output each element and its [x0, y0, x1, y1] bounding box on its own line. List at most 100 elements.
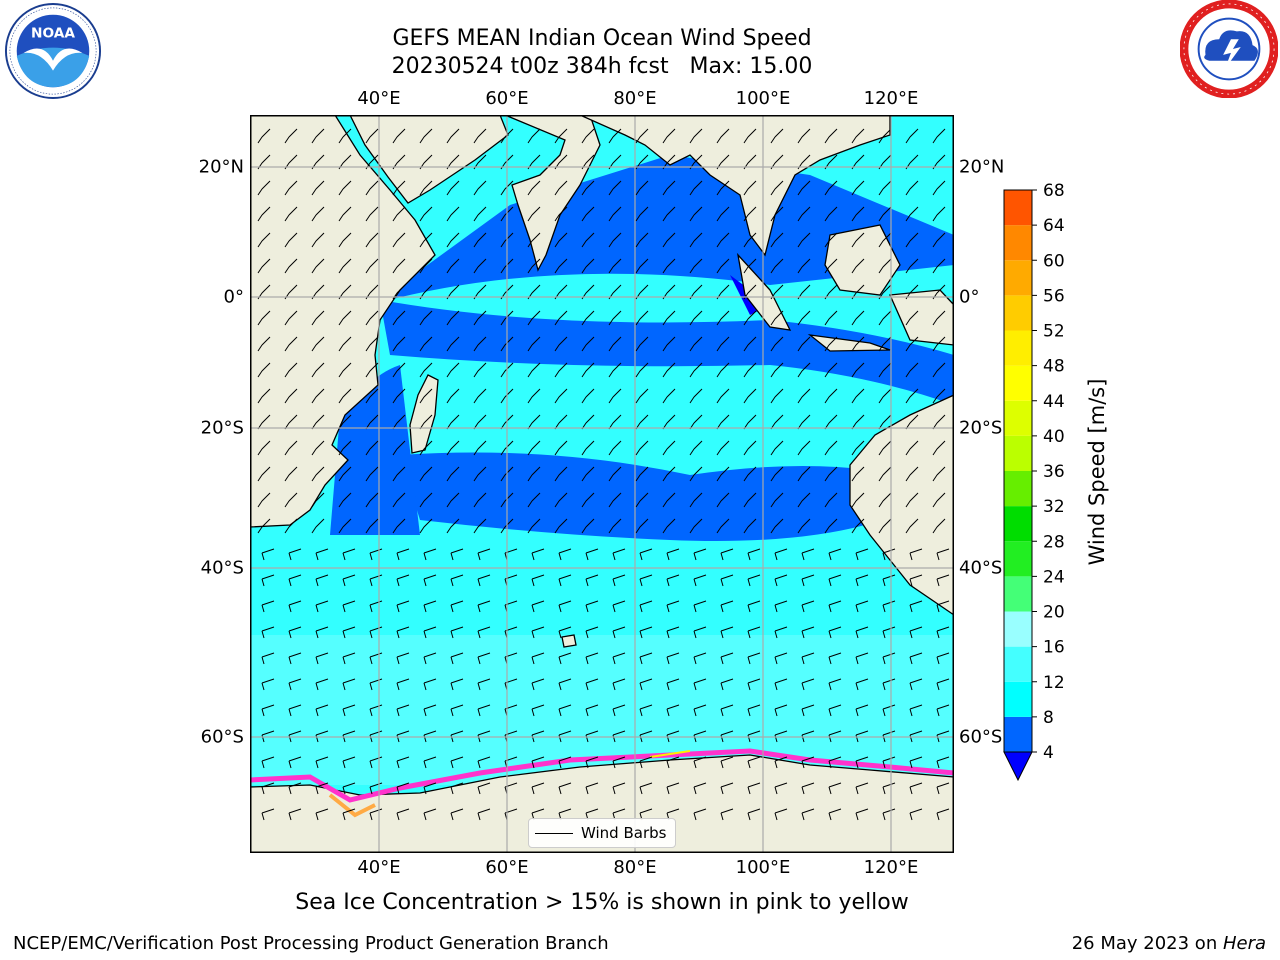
wind-barb — [450, 678, 464, 691]
wind-barb — [693, 782, 707, 795]
colorbar-cell — [1004, 260, 1032, 296]
wind-barb — [558, 652, 572, 665]
wind-barb — [257, 232, 271, 248]
wind-barb — [716, 284, 730, 300]
wind-barb — [473, 336, 487, 352]
wind-barb — [770, 336, 784, 352]
wind-barb — [608, 258, 622, 274]
colorbar-cell — [1004, 681, 1032, 717]
colorbar-tick-label: 52 — [1043, 322, 1065, 342]
wind-barb — [612, 782, 626, 795]
wind-barb — [770, 284, 784, 300]
colorbar-tick-label: 28 — [1043, 532, 1065, 552]
colorbar-tick-label: 32 — [1043, 497, 1065, 517]
wind-barb — [801, 652, 815, 665]
colorbar-cell — [1004, 330, 1032, 366]
wind-barb — [585, 652, 599, 665]
wind-barb — [608, 466, 622, 482]
wind-barb — [635, 466, 649, 482]
wind-barb — [932, 258, 946, 274]
wind-barb — [612, 704, 626, 717]
wind-barb — [527, 336, 541, 352]
wind-barb — [423, 574, 437, 587]
wind-barb — [419, 492, 433, 508]
wind-barb — [284, 232, 298, 248]
wind-barb — [774, 600, 788, 613]
wind-barb — [581, 466, 595, 482]
wind-barb — [558, 704, 572, 717]
wind-barb — [882, 704, 896, 717]
wind-barb — [608, 388, 622, 404]
wind-barb — [905, 206, 919, 222]
wind-barb — [828, 600, 842, 613]
wind-barb — [477, 574, 491, 587]
wind-barb — [608, 518, 622, 534]
wind-barb — [639, 756, 653, 769]
bottom-lon-tick: 40°E — [357, 857, 401, 878]
wind-barb — [473, 310, 487, 326]
wind-barb — [639, 704, 653, 717]
wind-barb — [851, 440, 865, 456]
wind-barb — [878, 154, 892, 170]
wind-barb — [446, 310, 460, 326]
wind-barb — [932, 180, 946, 196]
wind-barb — [311, 258, 325, 274]
wind-barb — [693, 548, 707, 561]
wind-barb — [824, 388, 838, 404]
wind-barb — [369, 756, 383, 769]
wind-barb — [315, 652, 329, 665]
wind-barb — [635, 518, 649, 534]
wind-barb — [500, 180, 514, 196]
wind-barb — [747, 704, 761, 717]
wind-barb — [288, 626, 302, 639]
wind-barb — [936, 808, 950, 821]
wind-barb — [369, 678, 383, 691]
wind-barb — [824, 336, 838, 352]
wind-barb — [392, 440, 406, 456]
wind-barb — [527, 466, 541, 482]
wind-barb — [851, 232, 865, 248]
wind-barb — [315, 600, 329, 613]
wind-barb — [878, 518, 892, 534]
wind-barb — [851, 362, 865, 378]
wind-barb — [257, 128, 271, 144]
bottom-lon-tick: 100°E — [735, 857, 791, 878]
wind-barb — [878, 180, 892, 196]
wind-barb — [909, 574, 923, 587]
wind-barb — [743, 362, 757, 378]
wind-barb — [392, 310, 406, 326]
wind-barb — [635, 336, 649, 352]
wind-barb — [882, 652, 896, 665]
wind-barb — [720, 678, 734, 691]
wind-barb — [284, 466, 298, 482]
wind-barb — [342, 782, 356, 795]
wind-barb — [932, 310, 946, 326]
wind-barb — [608, 232, 622, 248]
wind-barb — [612, 574, 626, 587]
wind-barb — [284, 128, 298, 144]
wind-barb — [878, 466, 892, 482]
wind-barb — [824, 284, 838, 300]
wind-barb — [878, 206, 892, 222]
wind-barb — [527, 440, 541, 456]
colorbar-tick-label: 8 — [1043, 708, 1054, 728]
wind-barb — [689, 128, 703, 144]
wind-barb — [423, 626, 437, 639]
wind-barb — [392, 518, 406, 534]
wind-barb — [338, 284, 352, 300]
wind-barb — [338, 154, 352, 170]
wind-barb — [882, 730, 896, 743]
wind-barb — [878, 310, 892, 326]
colorbar-cell — [1004, 471, 1032, 507]
wind-barb — [905, 466, 919, 482]
wind-barb — [905, 518, 919, 534]
colorbar-tick-label: 60 — [1043, 251, 1065, 271]
wind-barb — [662, 362, 676, 378]
wind-barb — [261, 704, 275, 717]
wind-barb — [635, 232, 649, 248]
wind-barb — [365, 206, 379, 222]
wind-barb — [720, 548, 734, 561]
wind-barb — [635, 388, 649, 404]
wind-barb — [689, 284, 703, 300]
wind-barb — [527, 284, 541, 300]
